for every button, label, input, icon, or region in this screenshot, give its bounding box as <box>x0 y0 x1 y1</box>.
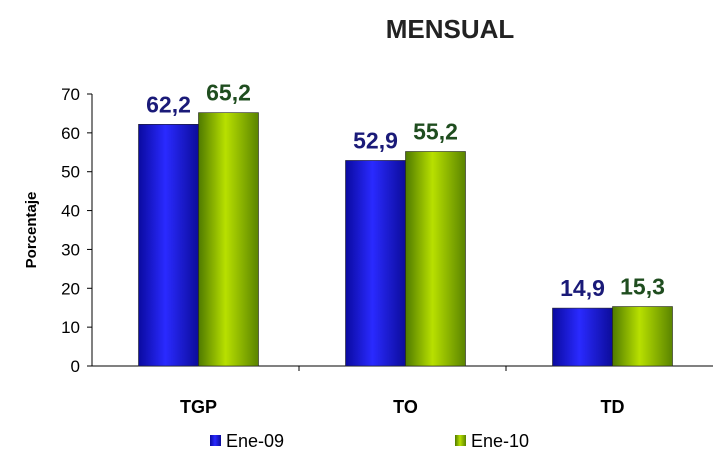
x-tick-label-td: TD <box>601 397 625 417</box>
legend-swatch-ene-09 <box>210 435 221 446</box>
y-tick-label: 60 <box>61 124 80 143</box>
y-tick-label: 20 <box>61 279 80 298</box>
bar-ene-09-to <box>345 160 406 367</box>
y-tick-label: 50 <box>61 163 80 182</box>
bar-ene-10-td <box>612 306 673 367</box>
legend-label-ene-10: Ene-10 <box>471 431 529 451</box>
data-label-ene-10-td: 15,3 <box>620 274 665 300</box>
data-label-ene-09-to: 52,9 <box>353 127 398 153</box>
chart-title: MENSUAL <box>386 14 515 44</box>
x-tick-label-to: TO <box>393 397 418 417</box>
bar-ene-09-td <box>552 307 613 367</box>
plot-area: 0 10 20 30 40 50 60 70 TGP 62,2 65,2 TO 52,9 55,2 TD 14… <box>61 80 713 417</box>
bar-ene-10-to <box>405 151 466 367</box>
data-label-ene-09-td: 14,9 <box>560 275 605 301</box>
bar-ene-09-tgp <box>138 124 199 367</box>
legend: Ene-09 Ene-10 <box>210 431 529 451</box>
y-tick-label: 30 <box>61 240 80 259</box>
bar-ene-10-tgp <box>198 112 259 367</box>
data-label-ene-09-tgp: 62,2 <box>146 91 191 117</box>
y-tick-label: 40 <box>61 202 80 221</box>
data-label-ene-10-to: 55,2 <box>413 119 458 145</box>
data-label-ene-10-tgp: 65,2 <box>206 80 251 106</box>
y-axis-label: Porcentaje <box>23 192 40 269</box>
legend-swatch-ene-10 <box>455 435 466 446</box>
y-tick-label: 10 <box>61 318 80 337</box>
legend-label-ene-09: Ene-09 <box>226 431 284 451</box>
x-tick-label-tgp: TGP <box>180 397 217 417</box>
y-tick-label: 0 <box>71 357 80 376</box>
y-tick-label: 70 <box>61 85 80 104</box>
